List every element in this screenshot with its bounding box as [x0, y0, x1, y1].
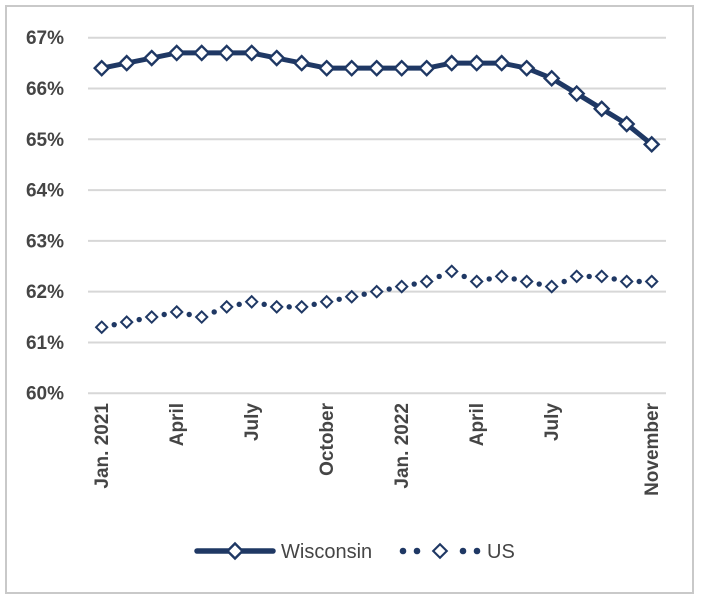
us-line-dot	[236, 301, 242, 308]
legend-us-dot	[413, 547, 421, 555]
wisconsin-data-marker	[493, 54, 511, 72]
y-axis-tick-label: 62%	[26, 282, 64, 303]
us-data-marker	[269, 299, 284, 314]
wisconsin-data-marker	[568, 84, 586, 103]
us-line-dot	[311, 301, 317, 308]
us-data-marker	[619, 274, 634, 289]
us-line-dot	[411, 281, 417, 287]
wisconsin-data-marker	[418, 59, 436, 77]
wisconsin-data-marker	[243, 44, 261, 62]
us-line-dot	[211, 309, 217, 315]
us-line-dot	[161, 311, 167, 318]
wisconsin-data-marker	[143, 49, 161, 67]
us-line-dot	[511, 276, 517, 282]
wisconsin-data-marker	[443, 54, 461, 72]
us-data-marker	[244, 294, 259, 309]
x-axis-tick-label: July	[242, 403, 263, 441]
x-axis-tick-label: April	[467, 403, 488, 446]
us-line-dot	[536, 281, 542, 287]
wisconsin-data-marker	[218, 44, 236, 62]
us-line-dot	[386, 286, 392, 292]
us-line-dot	[261, 301, 267, 308]
us-data-marker	[394, 279, 409, 294]
legend-wisconsin-label: Wisconsin	[281, 541, 372, 563]
y-axis-tick-label: 61%	[26, 333, 64, 354]
y-axis-tick-label: 65%	[26, 130, 64, 151]
us-line-dot	[286, 304, 292, 310]
us-data-marker	[369, 284, 384, 299]
us-line-dot	[361, 291, 367, 297]
us-data-marker	[544, 279, 559, 294]
x-axis-tick-label: October	[317, 402, 338, 475]
us-data-marker	[119, 315, 134, 330]
us-line-dot	[636, 278, 642, 285]
wisconsin-data-marker	[293, 54, 311, 72]
chart-frame-border	[5, 5, 694, 594]
wisconsin-data-marker	[118, 54, 136, 72]
wisconsin-data-marker	[468, 54, 486, 72]
us-data-marker	[494, 269, 509, 284]
us-data-marker	[294, 299, 309, 314]
wisconsin-data-marker	[643, 135, 661, 154]
us-data-marker	[419, 274, 434, 289]
legend-us-dot	[399, 547, 407, 555]
us-line-dot	[336, 296, 342, 302]
y-axis-tick-label: 64%	[26, 181, 64, 202]
y-axis-tick-label: 60%	[26, 384, 64, 405]
us-data-marker	[169, 304, 184, 319]
us-line-dot	[436, 273, 442, 280]
wisconsin-data-marker	[543, 69, 561, 88]
us-data-marker	[469, 274, 484, 289]
y-axis-tick-label: 66%	[26, 79, 64, 100]
x-axis-tick-label: November	[642, 402, 663, 496]
us-line-dot	[461, 273, 467, 280]
us-data-marker	[194, 310, 209, 325]
us-data-marker	[519, 274, 534, 289]
legend-us-marker	[431, 542, 449, 560]
us-line-dot	[136, 316, 142, 323]
x-axis-tick-label: April	[167, 403, 188, 446]
wisconsin-data-marker	[618, 115, 636, 133]
x-axis-tick-label: Jan. 2022	[392, 403, 413, 489]
x-axis-tick-label: Jan. 2021	[92, 403, 113, 489]
wisconsin-data-marker	[393, 59, 411, 77]
us-data-marker	[444, 264, 459, 279]
legend-us-label: US	[487, 541, 515, 563]
us-data-marker	[144, 310, 159, 325]
y-axis-tick-label: 67%	[26, 28, 64, 49]
wisconsin-data-marker	[193, 44, 211, 62]
us-data-marker	[319, 294, 334, 309]
wisconsin-data-marker	[343, 59, 361, 77]
us-data-marker	[219, 299, 234, 314]
wisconsin-data-marker	[518, 59, 536, 77]
wisconsin-data-marker	[593, 100, 611, 118]
us-line-dot	[486, 276, 492, 282]
us-line-dot	[586, 273, 592, 280]
us-line-dot	[611, 276, 617, 282]
wisconsin-data-marker	[318, 59, 336, 77]
us-data-marker	[94, 320, 109, 335]
legend-wisconsin-marker	[225, 541, 245, 561]
us-data-marker	[594, 269, 609, 284]
us-data-marker	[644, 274, 659, 289]
wisconsin-data-marker	[368, 59, 386, 77]
legend-us-dot	[459, 547, 467, 555]
us-data-marker	[344, 289, 359, 304]
x-axis-tick-label: July	[542, 403, 563, 441]
us-line-dot	[561, 278, 567, 285]
us-data-marker	[569, 269, 584, 284]
wisconsin-data-marker	[93, 59, 111, 77]
us-line-dot	[186, 311, 192, 318]
us-line-dot	[111, 321, 117, 328]
wisconsin-data-marker	[268, 49, 286, 67]
wisconsin-data-marker	[168, 44, 186, 62]
y-axis-tick-label: 63%	[26, 231, 64, 252]
legend-us-dot	[473, 547, 481, 555]
